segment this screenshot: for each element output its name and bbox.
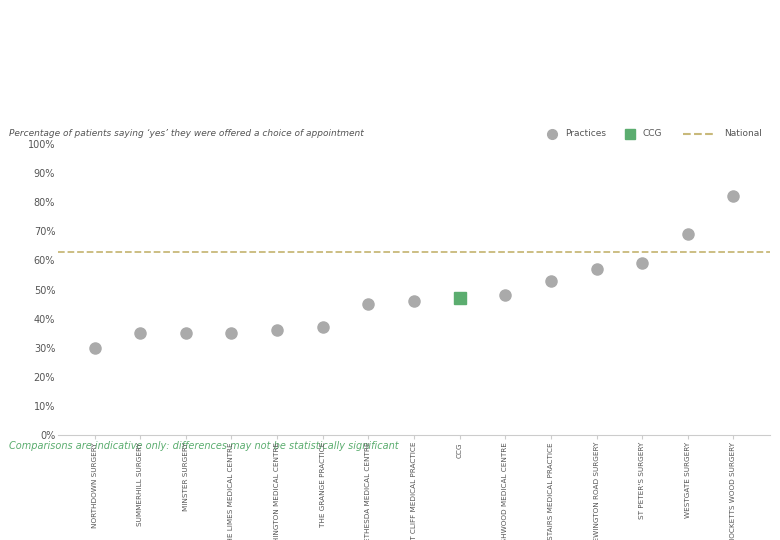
Text: Base: All who tried to make an appointment since being registered excluding ‘Can: Base: All who tried to make an appointme… [9,470,523,485]
Text: Percentage of patients saying ‘yes’ they were offered a choice of appointment: Percentage of patients saying ‘yes’ they… [9,130,364,138]
Text: Comparisons are indicative only: differences may not be statistically significan: Comparisons are indicative only: differe… [9,441,399,451]
Text: © Ipsos MORI   18-043653-01 | Version 1| Public: © Ipsos MORI 18-043653-01 | Version 1| P… [12,532,162,538]
Text: 25: 25 [381,510,399,525]
Text: Q16. On this occasion (when you last tried to make a general practice appointmen: Q16. On this occasion (when you last tri… [11,85,602,109]
Text: Ipsos MORI: Ipsos MORI [12,503,73,512]
Text: National: National [724,130,762,138]
Text: Social Research Institute: Social Research Institute [12,518,107,528]
Text: Choice of appointment:
how the CCG’s practices compare: Choice of appointment: how the CCG’s pra… [14,14,368,56]
Text: CCG: CCG [643,130,662,138]
Text: *Yes = ‘a choice of place’ and/or ‘a choice of time or
day’ and/or ‘a choice of : *Yes = ‘a choice of place’ and/or ‘a cho… [523,470,706,484]
Text: Practices: Practices [566,130,607,138]
